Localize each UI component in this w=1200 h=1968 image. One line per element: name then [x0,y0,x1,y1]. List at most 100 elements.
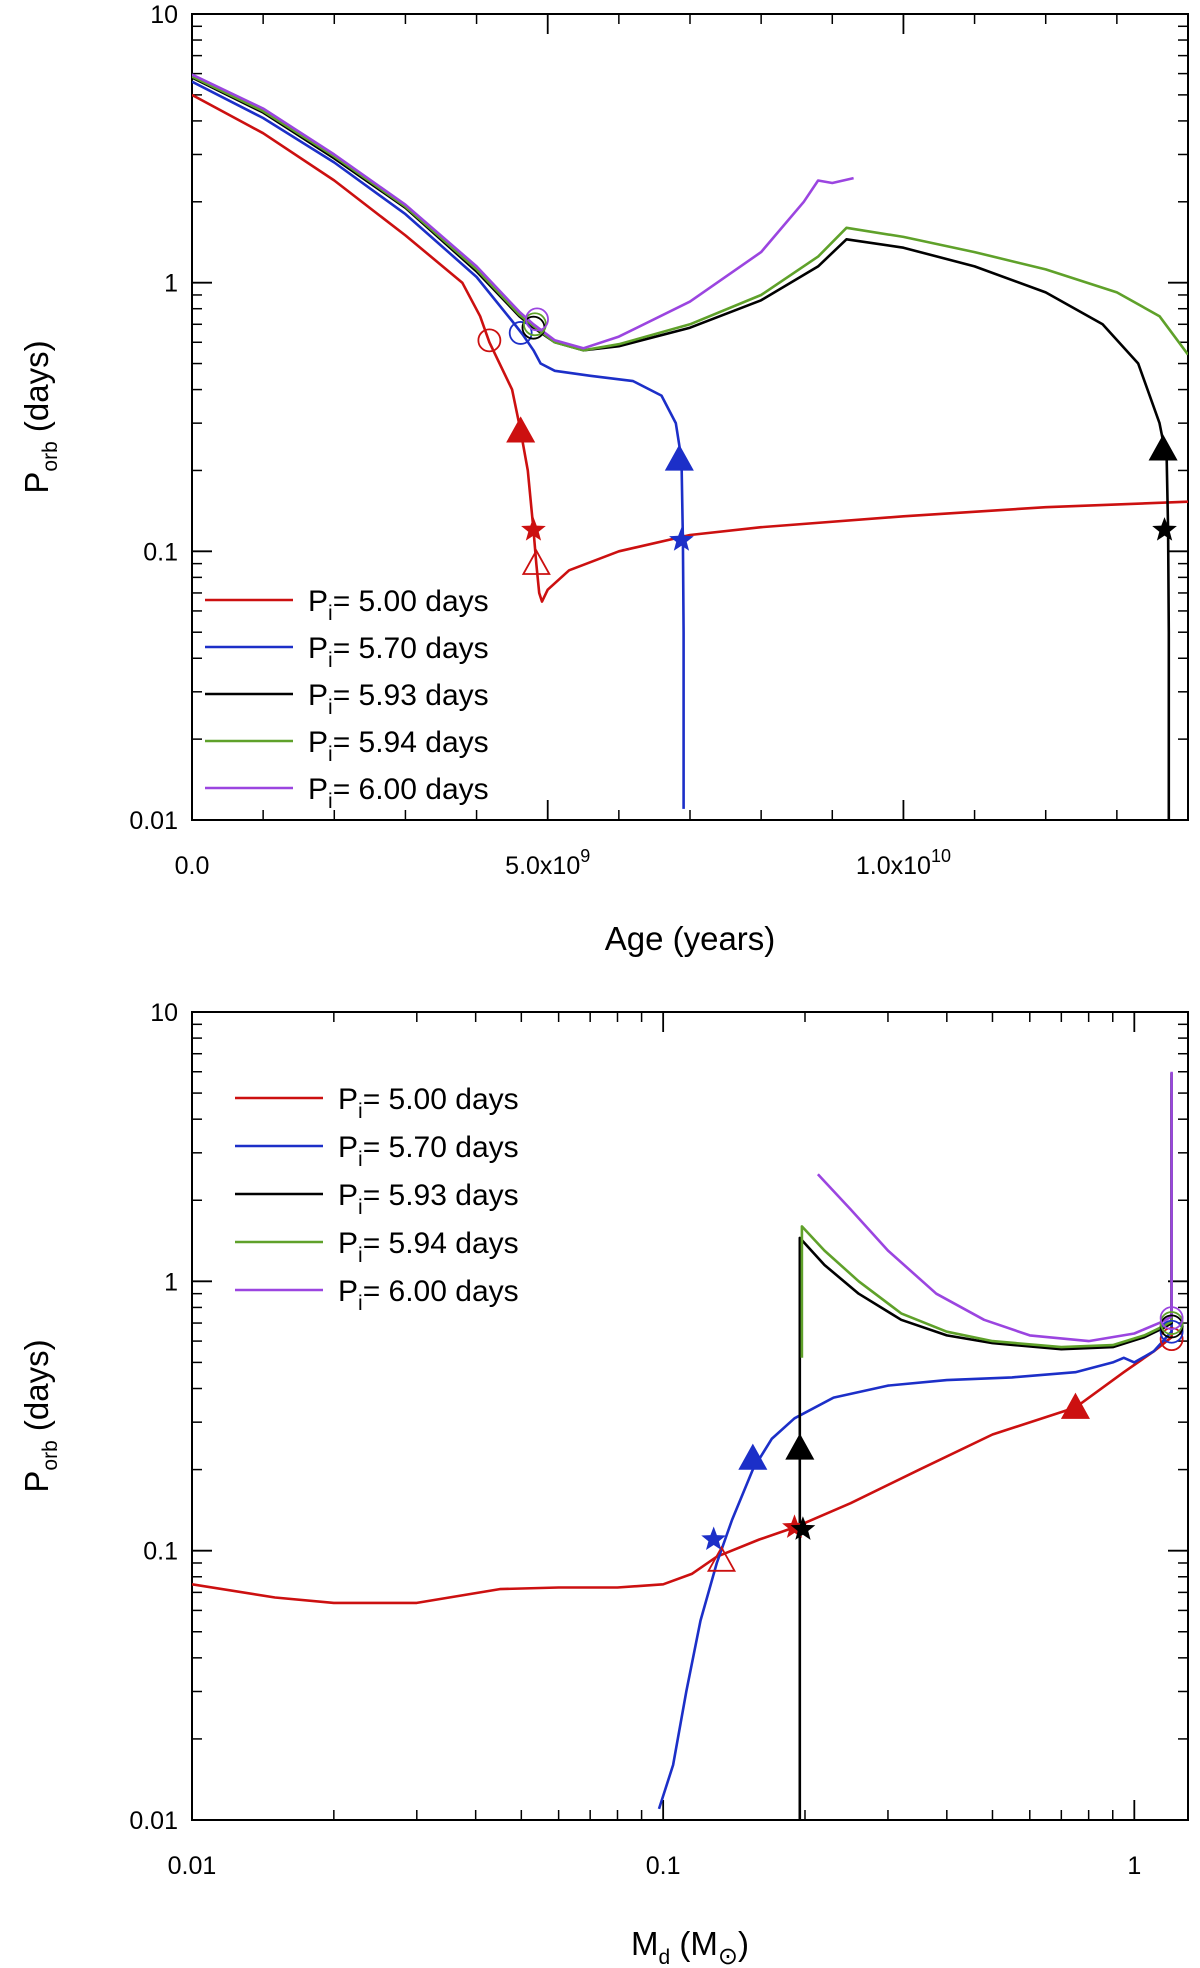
legend-label-sub: i [358,1148,363,1171]
y-axis-title-main: P [18,1471,55,1493]
marker-circle-p5-94 [1159,1311,1184,1335]
legend-label-p5-70: Pi= 5.70 days [308,632,489,672]
y-tick-label: 0.1 [143,1538,178,1566]
marker-triangle-open-p5-00 [706,1545,737,1572]
y-axis-title-sub: orb [39,441,62,471]
legend-label-p5-00: Pi= 5.00 days [338,1083,519,1123]
y-axis-title-sub: orb [39,1440,62,1470]
legend-label-text: = 6.00 days [333,773,489,806]
legend-label-p5-70: Pi= 5.70 days [338,1131,519,1171]
marker-circle-p5-00 [1159,1327,1184,1352]
x-tick-label: 0.01 [168,1852,217,1880]
legend-label-sub: i [328,602,333,625]
marker-circle-p5-70 [508,321,533,345]
legend-label-text: = 5.94 days [363,1227,519,1260]
legend-label-sub: i [328,743,333,766]
x-axis-title-close: ) [738,1925,749,1962]
series-line-p5-70 [657,1077,1173,1810]
x-axis-title-sub: d [659,1946,671,1968]
x-axis-title-symbol: ⊙ [718,1943,738,1968]
marker-triangle-p5-70 [664,444,694,471]
x-tick-label: 1 [1127,1852,1141,1880]
x-axis-title: Age (years) [605,920,776,957]
marker-triangle-p5-93 [1148,434,1178,461]
y-axis-title-main: P [18,472,55,494]
y-tick-label: 10 [150,999,178,1027]
legend-label-sub: i [358,1244,363,1267]
marker-triangle-p5-93 [785,1433,815,1460]
series-line-p5-00 [192,93,1188,603]
x-tick-mantissa: 1.0x10 [856,852,931,880]
y-tick-label: 0.01 [129,807,178,835]
x-tick-label: 0.1 [646,1852,681,1880]
legend-label-text: = 5.93 days [363,1179,519,1212]
series-line-p5-70 [192,80,685,809]
marker-star-p5-70 [701,1526,726,1550]
marker-circle-p5-00 [477,328,502,353]
x-tick-label: 1.0x1010 [856,846,951,880]
legend-label-prefix: P [308,726,328,759]
x-axis-title: Md (M⊙) [631,1925,749,1968]
legend-label-p6-00: Pi= 6.00 days [308,773,489,813]
legend-label-prefix: P [308,773,328,806]
series-line-p5-93 [798,1073,1173,1820]
marker-circle-p6-00 [1159,1306,1184,1331]
plot-area [192,1071,1173,1820]
legend-label-sub: i [328,696,333,719]
series-line-p6-00 [192,73,854,350]
legend-label-prefix: P [338,1083,358,1116]
legend-label-prefix: P [308,679,328,712]
y-tick-label: 10 [150,1,178,29]
x-tick-label: 5.0x109 [505,846,590,880]
x-tick-exponent: 9 [580,846,590,866]
legend-label-prefix: P [338,1131,358,1164]
y-axis-title-rest: (days) [18,340,55,441]
x-tick-label: 0.0 [175,852,210,880]
marker-circle-p6-00 [525,307,549,332]
legend-label-prefix: P [308,585,328,618]
y-axis-title: Porb (days) [18,340,62,493]
legend-label-prefix: P [338,1275,358,1308]
series-line-p5-94 [192,75,1188,356]
legend-label-prefix: P [308,632,328,665]
marker-triangle-p5-00 [506,416,536,443]
legend-label-p5-93: Pi= 5.93 days [308,679,489,719]
legend-label-text: = 5.70 days [363,1131,519,1164]
legend-label-text: = 5.70 days [333,632,489,665]
legend-label-prefix: P [338,1179,358,1212]
y-tick-label: 0.1 [143,538,178,566]
legend-label-sub: i [358,1292,363,1315]
y-tick-label: 0.01 [129,1807,178,1835]
legend-label-text: = 5.94 days [333,726,489,759]
y-axis-title: Porb (days) [18,1339,62,1492]
legend-label-p5-93: Pi= 5.93 days [338,1179,519,1219]
legend-label-p6-00: Pi= 6.00 days [338,1275,519,1315]
marker-triangle-open-p5-00 [521,548,551,575]
plot-area [192,73,1188,820]
series-line-p5-93 [192,76,1171,820]
x-axis-title-rest: (M [670,1925,718,1962]
legend-label-sub: i [358,1100,363,1123]
legend-label-p5-94: Pi= 5.94 days [338,1227,519,1267]
marker-star-p5-93 [1152,517,1177,541]
legend-label-sub: i [358,1196,363,1219]
legend-label-sub: i [328,790,333,813]
legend-label-p5-00: Pi= 5.00 days [308,585,489,625]
legend-label-text: = 5.00 days [363,1083,519,1116]
legend-label-text: = 6.00 days [363,1275,519,1308]
marker-circle-p5-70 [1159,1319,1184,1344]
marker-star-p5-70 [669,527,694,551]
x-tick-exponent: 10 [931,846,951,866]
legend-label-text: = 5.00 days [333,585,489,618]
x-tick-mantissa: 0.0 [175,852,210,880]
x-axis-title-main: M [631,1925,659,1962]
x-tick-mantissa: 5.0x10 [505,852,580,880]
legend-label-prefix: P [338,1227,358,1260]
marker-star-p5-00 [521,517,546,541]
legend-label-text: = 5.93 days [333,679,489,712]
marker-star-p5-93 [790,1516,816,1540]
series-line-p5-00 [192,1093,1173,1605]
